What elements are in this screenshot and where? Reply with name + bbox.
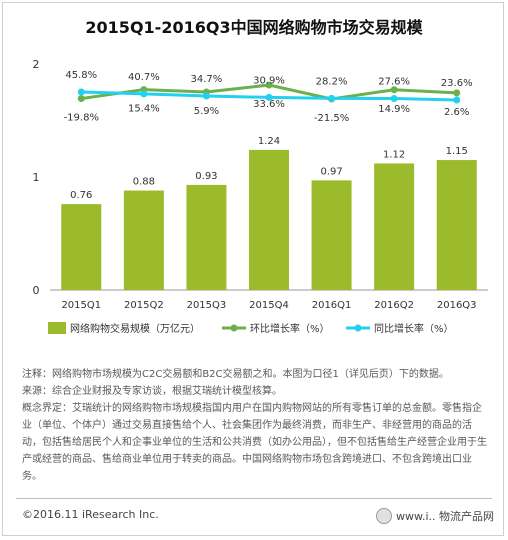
x-tick-label: 2015Q3	[187, 300, 227, 311]
bar	[249, 149, 289, 290]
mom-point	[77, 95, 85, 103]
yoy-point	[328, 94, 336, 102]
legend-bar-swatch	[48, 322, 66, 334]
mom-data-label: 14.9%	[378, 104, 410, 115]
yoy-data-label: 28.2%	[316, 76, 348, 87]
bar	[186, 184, 227, 290]
mom-point	[453, 89, 461, 97]
bar-value-label: 0.76	[70, 190, 92, 201]
yoy-data-label: 27.6%	[378, 77, 410, 88]
x-tick-label: 2015Q1	[61, 300, 101, 311]
bar-value-label: 0.97	[320, 166, 342, 177]
x-tick-label: 2015Q4	[249, 300, 289, 311]
y-tick-label: 1	[33, 171, 40, 184]
mom-data-label: 2.6%	[444, 107, 469, 118]
mom-data-label: -19.8%	[64, 113, 99, 124]
yoy-point	[390, 95, 398, 103]
chart: 0 1 2 0.76 2015Q1 0.88 2015Q2 0.93 2015Q3 1.24 201…	[33, 58, 488, 335]
note-source: 来源：综合企业财报及专家访谈，根据艾瑞统计模型核算。	[22, 386, 282, 397]
mom-point	[265, 81, 273, 89]
bar-value-label: 1.12	[383, 149, 405, 160]
copyright: ©2016.11 iResearch Inc.	[22, 508, 159, 521]
legend-mom-label: 环比增长率（%）	[250, 322, 330, 335]
x-tick-label: 2015Q2	[124, 300, 164, 311]
bar	[374, 163, 415, 290]
y-tick-label: 0	[33, 284, 40, 297]
x-tick-label: 2016Q1	[312, 300, 352, 311]
yoy-point	[265, 93, 273, 101]
mom-data-label: 5.9%	[194, 106, 219, 117]
mom-point	[390, 86, 398, 94]
bar-value-label: 1.24	[258, 136, 280, 147]
bar-value-label: 1.15	[446, 146, 468, 157]
note-definition: 概念界定：艾瑞统计的网络购物市场规模指国内用户在国内购物网站的所有零售订单的总金…	[22, 403, 487, 482]
yoy-point	[140, 90, 148, 98]
yoy-data-label: 23.6%	[441, 78, 473, 89]
y-tick-label: 2	[33, 58, 40, 71]
yoy-point	[202, 92, 210, 100]
mom-data-label: -21.5%	[314, 113, 349, 124]
notes: 注释：网络购物市场规模为C2C交易额和B2C交易额之和。本图为口径1（详见后页）…	[22, 366, 488, 485]
legend-bar-label: 网络购物交易规模（万亿元）	[70, 322, 200, 335]
bar-value-label: 0.88	[133, 177, 155, 188]
bar	[311, 180, 352, 290]
note-annotation: 注释：网络购物市场规模为C2C交易额和B2C交易额之和。本图为口径1（详见后页）…	[22, 369, 449, 380]
yoy-data-label: 40.7%	[128, 72, 160, 83]
legend-yoy-marker	[354, 324, 362, 332]
mom-data-label: 15.4%	[128, 104, 160, 115]
yoy-point	[453, 96, 461, 104]
x-tick-label: 2016Q3	[437, 300, 477, 311]
bar-value-label: 0.93	[195, 171, 217, 182]
bar	[123, 190, 164, 290]
x-tick-label: 2016Q2	[374, 300, 414, 311]
watermark-text: www.i.. 物流产品网	[395, 510, 494, 523]
yoy-data-label: 30.9%	[253, 75, 285, 86]
legend-yoy-label: 同比增长率（%）	[374, 322, 454, 335]
footer-divider	[16, 498, 492, 499]
figure-frame	[2, 2, 504, 536]
bar	[61, 204, 102, 290]
yoy-data-label: 34.7%	[191, 74, 223, 85]
chart-title: 2015Q1-2016Q3中国网络购物市场交易规模	[85, 18, 423, 37]
bar	[436, 160, 477, 290]
legend-mom-marker	[230, 324, 238, 332]
wechat-icon	[375, 508, 392, 524]
watermark: www.i.. 物流产品网	[375, 508, 494, 524]
yoy-data-label: 45.8%	[65, 70, 97, 81]
mom-data-label: 33.6%	[253, 99, 285, 110]
yoy-point	[77, 88, 85, 96]
